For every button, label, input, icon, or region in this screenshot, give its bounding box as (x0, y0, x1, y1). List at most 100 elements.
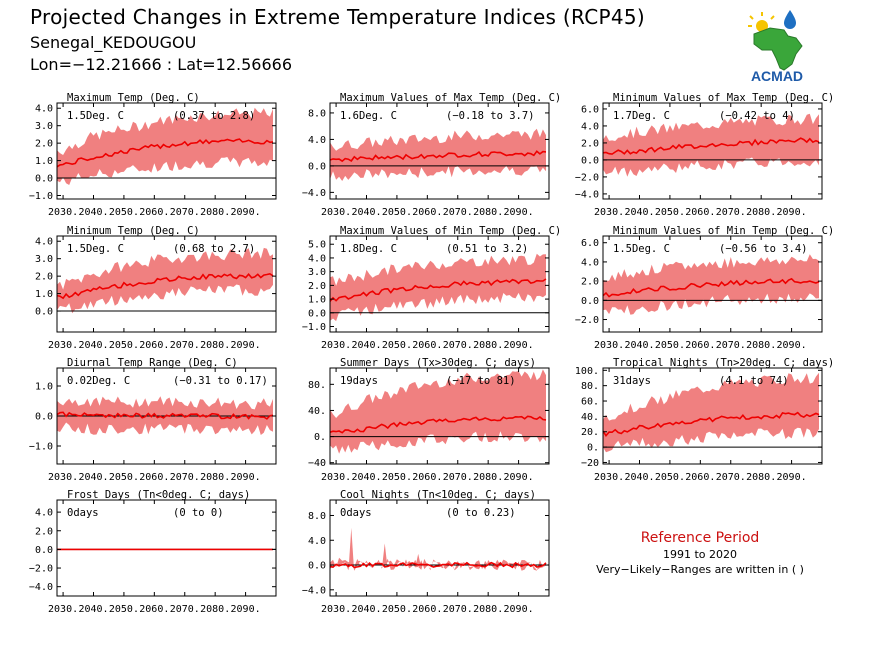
range-spike (354, 558, 360, 566)
median-line (329, 150, 547, 163)
reference-period-box: Reference Period 1991 to 2020 Very−Likel… (580, 530, 820, 576)
median-line (329, 278, 547, 302)
y-tick-label: 80. (581, 381, 599, 392)
x-tick-label: 2060. (412, 340, 442, 351)
x-tick-label: 2030. (594, 207, 624, 218)
x-tick-label: 2070. (170, 604, 200, 615)
change-value: 0days (67, 507, 99, 519)
change-value: 1.8Deg. C (340, 243, 397, 255)
y-tick-label: 100. (575, 366, 599, 377)
x-tick-label: 2050. (382, 340, 412, 351)
plot-frame (602, 102, 823, 200)
x-tick-label: 2090. (777, 340, 807, 351)
x-tick-label: 2030. (321, 472, 351, 483)
y-tick-label: −4.0 (575, 189, 599, 200)
x-tick-label: 2080. (473, 472, 503, 483)
x-tick-label: 2050. (109, 472, 139, 483)
y-tick-label: −4.0 (29, 582, 53, 593)
median-line (56, 411, 274, 420)
y-tick-label: 3.0 (35, 254, 53, 265)
likely-range-band (330, 369, 546, 454)
reference-period-title: Reference Period (640, 530, 760, 546)
likely-range-label: (4.1 to 74) (719, 375, 789, 387)
median-line (602, 137, 820, 155)
x-tick-label: 2050. (109, 340, 139, 351)
y-tick-label: 8.0 (308, 108, 326, 119)
x-tick-label: 2070. (443, 604, 473, 615)
x-tick-label: 2090. (231, 207, 261, 218)
x-tick-label: 2090. (504, 207, 534, 218)
chart-panel: 0.0 1.0 2.0 3.0 4.0 2030. 2040. 2050. 2060. 2070.… (35, 225, 277, 351)
median-line (602, 411, 820, 438)
station-name: Senegal_KEDOUGOU (30, 33, 197, 52)
likely-range-band (330, 557, 546, 571)
x-tick-label: 2060. (412, 207, 442, 218)
x-tick-label: 2070. (170, 472, 200, 483)
y-tick-label: 2.0 (35, 139, 53, 150)
x-tick-label: 2050. (382, 604, 412, 615)
logo-africa-shape (753, 27, 803, 71)
x-tick-label: 2060. (685, 472, 715, 483)
page-title: Projected Changes in Extreme Temperature… (30, 5, 646, 29)
y-tick-label: −1.0 (29, 442, 53, 453)
plot-frame (56, 102, 277, 200)
y-tick-label: 40. (581, 412, 599, 423)
x-tick-label: 2050. (655, 340, 685, 351)
chart-panel: −4.0 −2.0 0.0 2.0 4.0 6.0 2030. 2040. 2050. 2060.… (575, 92, 834, 218)
y-tick-label: 4.0 (308, 253, 326, 264)
x-tick-label: 2090. (231, 472, 261, 483)
x-tick-label: 2030. (321, 340, 351, 351)
x-tick-label: 2080. (200, 340, 230, 351)
y-tick-label: 3.0 (35, 121, 53, 132)
x-tick-label: 2080. (200, 604, 230, 615)
panel-title: Frost Days (Tn<0deg. C; days) (67, 489, 250, 501)
likely-range-label: (0.37 to 2.8) (173, 110, 255, 122)
y-tick-label: 1.0 (35, 382, 53, 393)
panel-title: Minimum Values of Max Temp (Deg. C) (613, 92, 834, 104)
change-value: 0.02Deg. C (67, 375, 130, 387)
y-tick-label: 0.0 (581, 296, 599, 307)
x-tick-label: 2050. (655, 472, 685, 483)
x-tick-label: 2060. (685, 340, 715, 351)
x-tick-label: 2080. (200, 472, 230, 483)
x-tick-label: 2080. (746, 340, 776, 351)
x-tick-label: 2070. (170, 340, 200, 351)
x-tick-label: 2070. (716, 472, 746, 483)
panel-title: Minimum Temp (Deg. C) (67, 225, 200, 237)
y-tick-label: 0. (314, 432, 326, 443)
chart-panel: −1.0 0.0 1.0 2.0 3.0 4.0 5.0 2030. 2040. 2050. 206… (302, 225, 561, 351)
y-tick-label: 4.0 (308, 536, 326, 547)
x-tick-label: 2040. (351, 340, 381, 351)
y-tick-label: −2.0 (29, 564, 53, 575)
logo-rays (748, 12, 775, 32)
median-line (56, 138, 274, 168)
x-tick-label: 2030. (321, 207, 351, 218)
likely-range-label: (0.51 to 3.2) (446, 243, 528, 255)
y-tick-label: −4.0 (302, 188, 326, 199)
plot-frame (56, 235, 277, 333)
chart-panel: −4.0 −2.0 0.0 2.0 4.0 2030. 2040. 2050. 2060. 207… (29, 489, 277, 615)
y-tick-label: 80. (308, 380, 326, 391)
x-tick-label: 2090. (504, 472, 534, 483)
y-tick-label: 20. (581, 427, 599, 438)
y-tick-label: 4.0 (35, 508, 53, 519)
x-tick-label: 2090. (504, 340, 534, 351)
x-tick-label: 2040. (624, 207, 654, 218)
y-tick-label: 1.0 (35, 289, 53, 300)
y-tick-label: −40 (308, 458, 326, 469)
panel-title: Diurnal Temp Range (Deg. C) (67, 357, 238, 369)
x-tick-label: 2040. (351, 604, 381, 615)
x-tick-label: 2080. (473, 207, 503, 218)
change-value: 0days (340, 507, 372, 519)
y-tick-label: 2.0 (581, 138, 599, 149)
x-tick-label: 2050. (655, 207, 685, 218)
y-tick-label: 2.0 (308, 281, 326, 292)
y-tick-label: 4.0 (581, 257, 599, 268)
x-tick-label: 2040. (78, 604, 108, 615)
y-tick-label: 0.0 (581, 155, 599, 166)
plot-frame (329, 235, 550, 333)
x-tick-label: 2040. (78, 472, 108, 483)
x-tick-label: 2080. (746, 472, 776, 483)
